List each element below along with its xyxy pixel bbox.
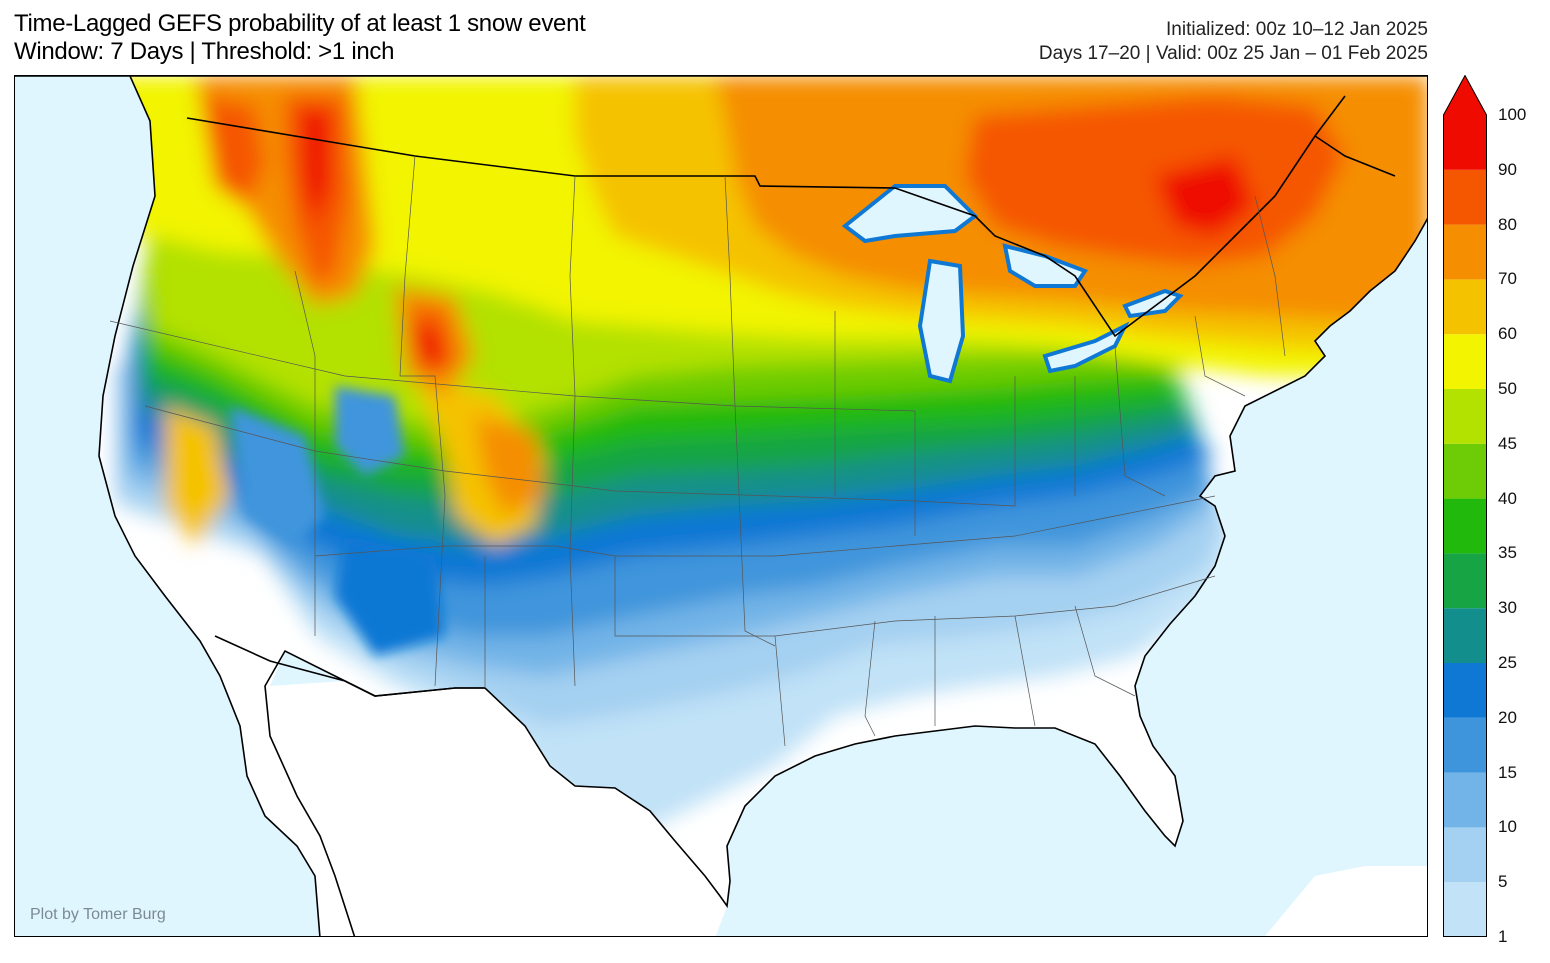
colorbar-segment: [1443, 553, 1487, 609]
title-line-2: Window: 7 Days | Threshold: >1 inch: [14, 38, 395, 65]
valid-text: Days 17–20 | Valid: 00z 25 Jan – 01 Feb …: [1038, 43, 1428, 64]
colorbar-extend-arrow: [1443, 75, 1487, 115]
colorbar-segment: [1443, 224, 1487, 280]
colorbar-tick-label: 60: [1498, 324, 1517, 344]
colorbar-segment: [1443, 389, 1487, 444]
colorbar-tick-label: 90: [1498, 159, 1517, 179]
colorbar-tick-label: 100: [1498, 105, 1527, 124]
run-info: Initialized: 00z 10–12 Jan 2025 Days 17–…: [1039, 18, 1428, 66]
colorbar-tick-label: 35: [1498, 543, 1517, 563]
colorbar-tick-label: 15: [1498, 762, 1517, 782]
colorbar-segment: [1443, 827, 1487, 883]
colorbar-segment: [1443, 772, 1487, 828]
colorbar-tick-label: 80: [1498, 214, 1517, 234]
title-line-1: Time-Lagged GEFS probability of at least…: [14, 10, 586, 37]
state-lines: [109, 155, 1286, 747]
initialized-text: Initialized: 00z 10–12 Jan 2025: [1166, 19, 1428, 40]
colorbar-tick-label: 30: [1498, 598, 1517, 618]
colorbar-segment: [1443, 443, 1487, 499]
colorbar: [1443, 75, 1487, 937]
colorbar-segment: [1443, 115, 1487, 170]
colorbar-segment: [1443, 882, 1487, 937]
colorbar-tick-label: 45: [1498, 433, 1517, 453]
colorbar-segment: [1443, 279, 1487, 335]
colorbar-segment: [1443, 169, 1487, 225]
colorbar-tick-label: 1: [1498, 927, 1508, 946]
colorbar-segment: [1443, 663, 1487, 718]
mexico-land: [215, 636, 727, 936]
colorbar-tick-label: 20: [1498, 707, 1517, 727]
probability-field: [15, 76, 1427, 936]
chart-title: Time-Lagged GEFS probability of at least…: [14, 10, 586, 66]
colorbar-segment: [1443, 608, 1487, 663]
colorbar-segment: [1443, 498, 1487, 554]
caribbean-islands: [1265, 866, 1427, 936]
colorbar-segment: [1443, 334, 1487, 389]
colorbar-segment: [1443, 717, 1487, 773]
colorbar-tick-label: 50: [1498, 379, 1517, 398]
borders: [15, 76, 1427, 936]
credit-text: Plot by Tomer Burg: [30, 906, 166, 923]
colorbar-tick-label: 5: [1498, 872, 1508, 892]
colorbar-tick-label: 25: [1498, 653, 1517, 672]
colorbar-tick-label: 10: [1498, 817, 1517, 837]
probability-map: [14, 75, 1428, 937]
colorbar-tick-label: 40: [1498, 488, 1517, 508]
colorbar-tick-label: 70: [1498, 269, 1517, 289]
map-canvas: [15, 76, 1427, 936]
